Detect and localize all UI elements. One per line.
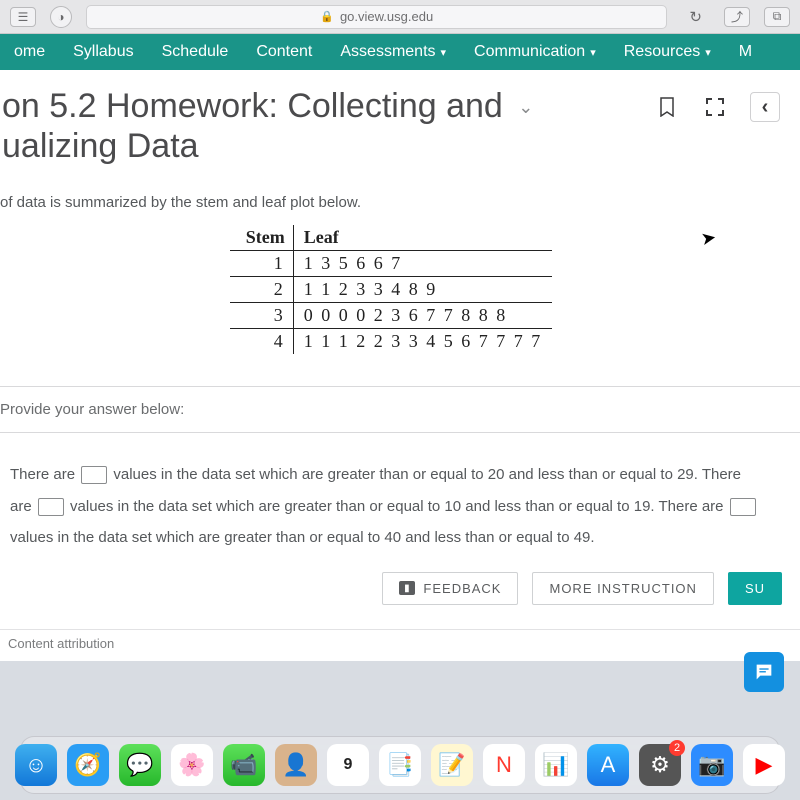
numbers-icon[interactable]: 📊 [535, 744, 577, 786]
fullscreen-icon[interactable] [702, 94, 728, 120]
url-text: go.view.usg.edu [340, 9, 433, 24]
nav-schedule[interactable]: Schedule [148, 34, 243, 70]
question-intro: of data is summarized by the stem and le… [0, 194, 782, 211]
nav-more[interactable]: M [725, 34, 766, 70]
nav-communication[interactable]: Communication▾ [460, 34, 610, 70]
reload-icon[interactable]: ↻ [681, 8, 710, 26]
table-row: 21 1 2 3 3 4 8 9 [230, 277, 553, 303]
tabs-button[interactable]: ⧉ [764, 7, 790, 27]
share-button[interactable]: ⤴ [724, 7, 750, 27]
chevron-down-icon: ▾ [590, 46, 596, 59]
youtube-icon[interactable]: ▶ [743, 744, 785, 786]
submit-button[interactable]: SU [728, 572, 782, 605]
settings-icon[interactable]: ⚙2 [639, 744, 681, 786]
page-title: on 5.2 Homework: Collecting and ⌄ ualizi… [0, 86, 642, 166]
contacts-icon[interactable]: 👤 [275, 744, 317, 786]
zoom-icon[interactable]: 📷 [691, 744, 733, 786]
browser-toolbar: ☰ ◑ 🔒 go.view.usg.edu ↻ ⤴ ⧉ [0, 0, 800, 34]
back-button[interactable]: ‹ [750, 92, 780, 122]
table-row: 41 1 1 2 2 3 3 4 5 6 7 7 7 7 [230, 329, 553, 355]
nav-home[interactable]: ome [0, 34, 59, 70]
header-leaf: Leaf [293, 225, 552, 251]
shield-button[interactable]: ◑ [50, 6, 72, 28]
photos-icon[interactable]: 🌸 [171, 744, 213, 786]
facetime-icon[interactable]: 📹 [223, 744, 265, 786]
sidebar-toggle-button[interactable]: ☰ [10, 7, 36, 27]
table-row: 30 0 0 0 2 3 6 7 7 8 8 8 [230, 303, 553, 329]
answer-body: There are values in the data set which a… [0, 433, 800, 562]
safari-icon[interactable]: 🧭 [67, 744, 109, 786]
lock-icon: 🔒 [320, 10, 334, 23]
nav-content[interactable]: Content [242, 34, 326, 70]
answer-prompt: Provide your answer below: [0, 387, 800, 433]
table-header-row: Stem Leaf [230, 225, 553, 251]
macos-dock: ☺ 🧭 💬 🌸 📹 👤 9 📑 📝 N 📊 A ⚙2 📷 ▶ [20, 736, 780, 794]
url-bar[interactable]: 🔒 go.view.usg.edu [86, 5, 667, 29]
answer-input-2[interactable] [38, 498, 64, 516]
stem-leaf-table: Stem Leaf 11 3 5 6 6 7 21 1 2 3 3 4 8 9 … [230, 225, 553, 354]
answer-input-1[interactable] [81, 466, 107, 484]
cursor-icon: ➤ [699, 227, 718, 250]
course-nav: ome Syllabus Schedule Content Assessment… [0, 34, 800, 70]
nav-resources[interactable]: Resources▾ [610, 34, 725, 70]
page-header: on 5.2 Homework: Collecting and ⌄ ualizi… [0, 70, 800, 186]
content-attribution[interactable]: Content attribution [0, 629, 800, 661]
chevron-down-icon[interactable]: ⌄ [518, 97, 533, 117]
chevron-down-icon: ▾ [441, 46, 447, 59]
nav-assessments[interactable]: Assessments▾ [326, 34, 460, 70]
header-stem: Stem [230, 225, 294, 251]
chevron-down-icon: ▾ [705, 46, 711, 59]
news-icon[interactable]: N [483, 744, 525, 786]
nav-syllabus[interactable]: Syllabus [59, 34, 147, 70]
notes-icon[interactable]: 📝 [431, 744, 473, 786]
bookmark-icon[interactable] [654, 94, 680, 120]
answer-input-3[interactable] [730, 498, 756, 516]
feedback-button[interactable]: ▮ FEEDBACK [382, 572, 518, 605]
messages-icon[interactable]: 💬 [119, 744, 161, 786]
question-content: of data is summarized by the stem and le… [0, 186, 800, 387]
action-bar: ▮ FEEDBACK MORE INSTRUCTION SU [0, 562, 800, 629]
finder-icon[interactable]: ☺ [15, 744, 57, 786]
table-row: 11 3 5 6 6 7 [230, 251, 553, 277]
calendar-icon[interactable]: 9 [327, 744, 369, 786]
appstore-icon[interactable]: A [587, 744, 629, 786]
flag-icon: ▮ [399, 581, 415, 595]
more-instruction-button[interactable]: MORE INSTRUCTION [532, 572, 713, 605]
reminders-icon[interactable]: 📑 [379, 744, 421, 786]
chat-icon[interactable] [744, 652, 784, 692]
